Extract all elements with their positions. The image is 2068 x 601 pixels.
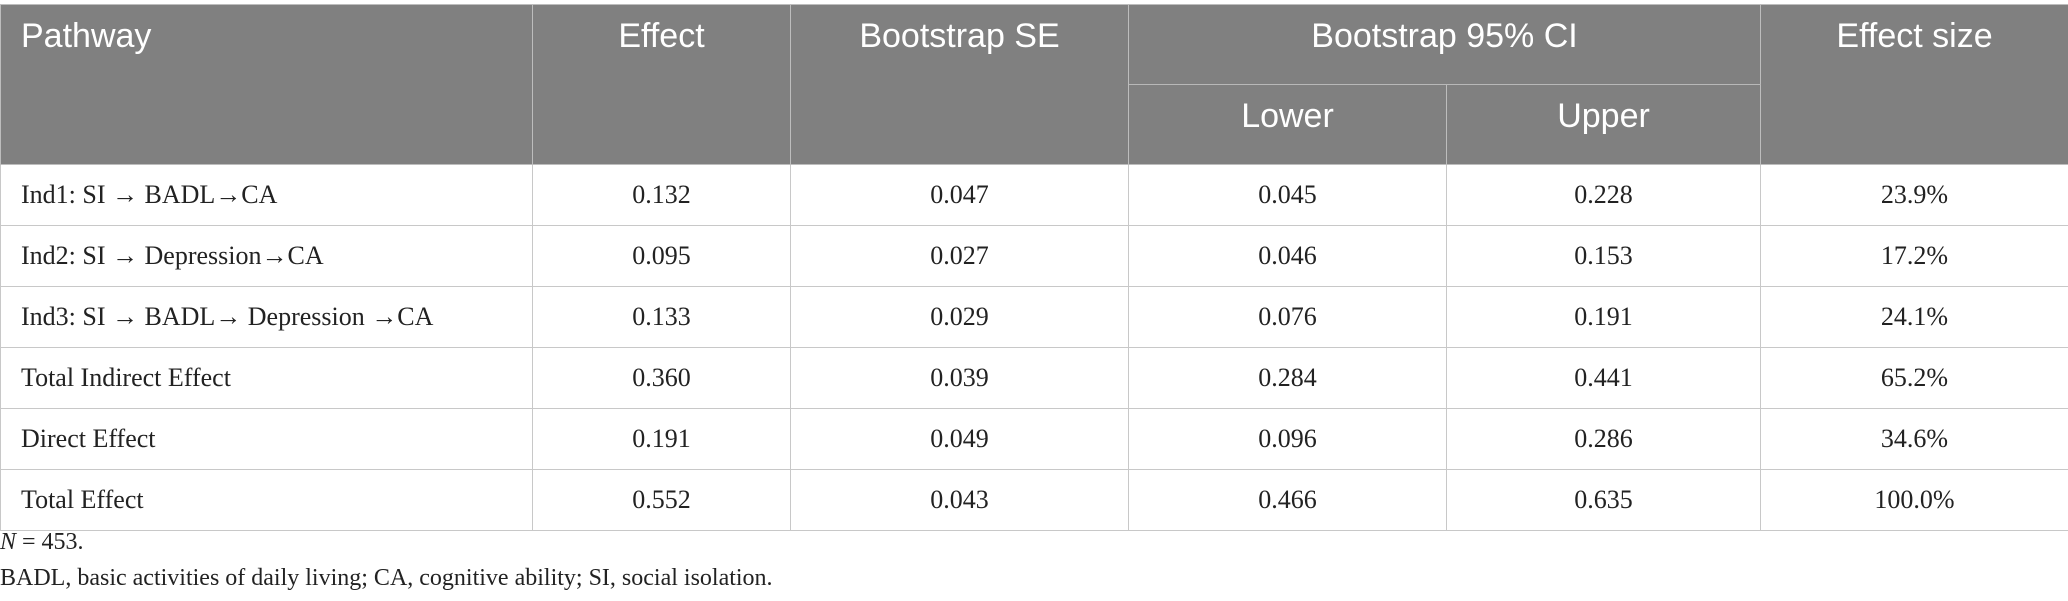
cell-ci-upper: 0.441 <box>1445 347 1762 409</box>
table-row: Ind1: SI → BADL→CA 0.132 0.047 0.045 0.2… <box>0 164 2068 226</box>
cell-effect-size: 24.1% <box>1760 286 2068 348</box>
cell-ci-lower: 0.046 <box>1128 225 1447 287</box>
header-bootstrap-se: Bootstrap SE <box>790 4 1129 165</box>
cell-se: 0.039 <box>790 347 1129 409</box>
cell-effect-size: 34.6% <box>1760 408 2068 470</box>
table-row: Ind3: SI → BADL→ Depression →CA 0.133 0.… <box>0 286 2068 348</box>
header-row-top: Pathway Effect Bootstrap SE Bootstrap 95… <box>0 4 2068 165</box>
cell-se: 0.047 <box>790 164 1129 226</box>
table-row: Total Effect 0.552 0.043 0.466 0.635 100… <box>0 469 2068 531</box>
cell-pathway: Ind1: SI → BADL→CA <box>0 164 533 226</box>
sample-size-note: N = 453. <box>0 524 773 560</box>
cell-effect-size: 65.2% <box>1760 347 2068 409</box>
cell-ci-lower: 0.284 <box>1128 347 1447 409</box>
sample-size-value: = 453. <box>16 529 84 555</box>
cell-ci-upper: 0.191 <box>1445 286 1762 348</box>
mediation-results-table: Pathway Effect Bootstrap SE Bootstrap 95… <box>0 4 2068 531</box>
cell-ci-lower: 0.096 <box>1128 408 1447 470</box>
results-table-container: Pathway Effect Bootstrap SE Bootstrap 95… <box>0 4 2068 531</box>
cell-effect: 0.360 <box>532 347 791 409</box>
cell-ci-upper: 0.635 <box>1445 469 1762 531</box>
header-pathway: Pathway <box>0 4 533 165</box>
sample-size-label: N <box>0 529 17 555</box>
header-ci-lower: Lower <box>1128 84 1447 165</box>
cell-effect: 0.132 <box>532 164 791 226</box>
cell-pathway: Ind3: SI → BADL→ Depression →CA <box>0 286 533 348</box>
cell-effect: 0.095 <box>532 225 791 287</box>
cell-ci-lower: 0.076 <box>1128 286 1447 348</box>
cell-se: 0.049 <box>790 408 1129 470</box>
cell-ci-upper: 0.228 <box>1445 164 1762 226</box>
header-effect-size: Effect size <box>1760 4 2068 165</box>
table-header: Pathway Effect Bootstrap SE Bootstrap 95… <box>0 4 2068 165</box>
header-bootstrap-ci: Bootstrap 95% CI <box>1127 4 1762 85</box>
cell-se: 0.029 <box>790 286 1129 348</box>
cell-effect-size: 17.2% <box>1760 225 2068 287</box>
table-row: Total Indirect Effect 0.360 0.039 0.284 … <box>0 347 2068 409</box>
cell-se: 0.043 <box>790 469 1129 531</box>
cell-effect-size: 23.9% <box>1760 164 2068 226</box>
cell-pathway: Total Indirect Effect <box>0 347 533 409</box>
cell-effect: 0.552 <box>532 469 791 531</box>
table-row: Ind2: SI → Depression→CA 0.095 0.027 0.0… <box>0 225 2068 287</box>
cell-ci-lower: 0.466 <box>1128 469 1447 531</box>
cell-pathway: Total Effect <box>0 469 533 531</box>
header-effect: Effect <box>532 4 791 165</box>
header-ci-upper: Upper <box>1445 84 1762 165</box>
cell-effect-size: 100.0% <box>1760 469 2068 531</box>
cell-ci-upper: 0.153 <box>1445 225 1762 287</box>
cell-ci-upper: 0.286 <box>1445 408 1762 470</box>
cell-pathway: Direct Effect <box>0 408 533 470</box>
cell-effect: 0.133 <box>532 286 791 348</box>
abbreviations-note: BADL, basic activities of daily living; … <box>0 565 773 591</box>
table-body: Ind1: SI → BADL→CA 0.132 0.047 0.045 0.2… <box>0 164 2068 531</box>
header-row-sub: Lower Upper <box>1 84 2068 165</box>
cell-ci-lower: 0.045 <box>1128 164 1447 226</box>
table-notes: N = 453. BADL, basic activities of daily… <box>0 524 773 596</box>
table-row: Direct Effect 0.191 0.049 0.096 0.286 34… <box>0 408 2068 470</box>
cell-effect: 0.191 <box>532 408 791 470</box>
cell-pathway: Ind2: SI → Depression→CA <box>0 225 533 287</box>
cell-se: 0.027 <box>790 225 1129 287</box>
